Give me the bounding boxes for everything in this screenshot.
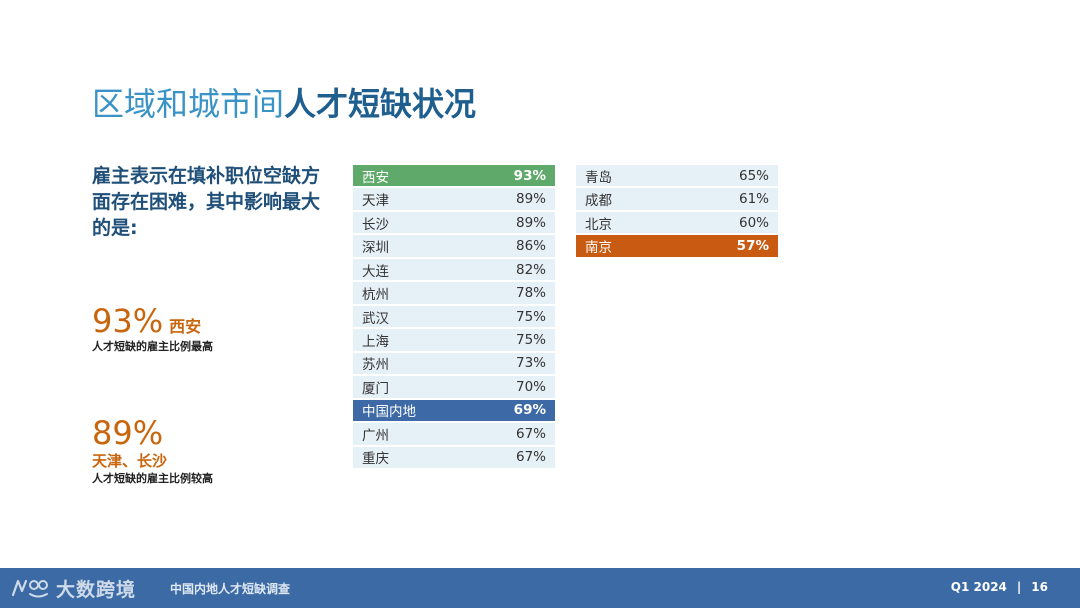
brand-logo-text: 大数跨境 [56,578,137,601]
footer-meta: Q1 2024 | 16 [951,580,1048,594]
table-row: 深圳 86% [353,235,555,257]
table-row: 天津 89% [353,188,555,210]
city-label: 深圳 [362,240,389,257]
page-number: 16 [1031,580,1048,594]
percent-value: 60% [738,214,769,231]
table-row: 上海 75% [353,329,555,351]
city-label: 南京 [585,240,612,257]
footer-separator: | [1016,580,1022,594]
highlight-1: 93% 西安 人才短缺的雇主比例最高 [92,303,213,355]
city-label: 上海 [362,333,389,350]
percent-value: 57% [736,238,769,255]
percent-value: 78% [515,285,546,302]
city-label: 大连 [362,263,389,280]
table-row: 苏州 73% [353,352,555,375]
highlight-2: 89% 天津、长沙 人才短缺的雇主比例较高 [92,415,213,487]
city-label: 北京 [585,216,612,233]
table-row: 北京 60% [576,211,778,234]
percent-value: 73% [515,355,546,372]
percent-value: 67% [515,425,546,442]
highlight-2-city: 天津、长沙 [92,452,168,470]
city-label: 厦门 [362,380,389,397]
city-label: 天津 [362,193,389,210]
table-row: 杭州 78% [353,282,555,304]
percent-value: 61% [738,191,769,208]
city-label: 长沙 [362,216,389,233]
city-label: 青岛 [585,169,612,186]
table-row: 青岛 65% [576,165,778,187]
percent-value: 65% [738,167,769,184]
city-label: 广州 [362,427,389,444]
table-row: 武汉 75% [353,305,555,328]
highlight-1-desc: 人才短缺的雇主比例最高 [92,340,213,353]
percent-value: 75% [515,308,546,325]
table-row: 成都 61% [576,188,778,210]
table-row: 厦门 70% [353,376,555,398]
city-label: 西安 [362,169,389,186]
percent-value: 69% [513,402,546,419]
page-title: 区域和城市间人才短缺状况 [92,84,476,124]
table-row: 重庆 67% [353,446,555,468]
brand-mark-icon [11,579,48,598]
percent-value: 75% [515,331,546,348]
table-row: 西安 93% [353,165,555,187]
footer-bar: 大数跨境 中国内地人才短缺调查 Q1 2024 | 16 [0,568,1080,608]
percent-value: 82% [515,261,546,278]
city-table-left: 西安 93% 天津 89% 长沙 89% 深圳 86% 大连 82% 杭州 78% 武汉 75% 上海 75%… [353,165,555,470]
highlight-1-city: 西安 [169,317,202,336]
percent-value: 70% [515,378,546,395]
table-row: 中国内地 69% [353,399,555,422]
city-label: 成都 [585,193,612,210]
city-table-right: 青岛 65% 成都 61% 北京 60% 南京 57% [576,165,778,259]
brand-logo: 大数跨境 [10,576,137,601]
percent-value: 89% [515,191,546,208]
quarter-label: Q1 2024 [950,580,1007,594]
city-label: 苏州 [362,357,389,374]
percent-value: 89% [515,214,546,231]
title-part2: 人才短缺状况 [284,85,477,123]
percent-value: 93% [513,167,546,184]
title-part1: 区域和城市间 [92,85,285,123]
city-label: 武汉 [362,310,389,327]
lead-text: 雇主表示在填补职位空缺方面存在困难，其中影响最大的是: [92,165,321,239]
survey-name: 中国内地人才短缺调查 [170,582,291,596]
highlight-1-value: 93% [92,302,164,340]
table-row: 长沙 89% [353,211,555,234]
table-row: 广州 67% [353,423,555,445]
highlight-2-desc: 人才短缺的雇主比例较高 [92,472,213,485]
city-label: 中国内地 [362,404,416,421]
table-row: 南京 57% [576,235,778,257]
city-label: 杭州 [362,287,389,304]
percent-value: 67% [515,449,546,466]
table-row: 大连 82% [353,258,555,281]
percent-value: 86% [515,238,546,255]
highlight-2-value: 89% [92,414,164,452]
city-label: 重庆 [362,451,389,468]
